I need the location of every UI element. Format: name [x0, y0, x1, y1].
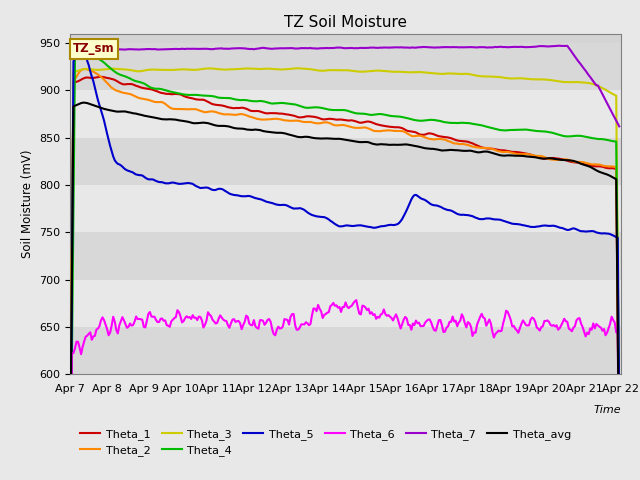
- Text: TZ_sm: TZ_sm: [73, 42, 115, 55]
- Bar: [70, 43, 621, 90]
- Bar: [70, 280, 621, 327]
- Title: TZ Soil Moisture: TZ Soil Moisture: [284, 15, 407, 30]
- Legend: Theta_1, Theta_2, Theta_3, Theta_4, Theta_5, Theta_6, Theta_7, Theta_avg: Theta_1, Theta_2, Theta_3, Theta_4, Thet…: [76, 424, 575, 460]
- Y-axis label: Soil Moisture (mV): Soil Moisture (mV): [21, 150, 34, 258]
- Bar: [70, 232, 621, 280]
- Bar: [70, 327, 621, 374]
- Bar: [70, 185, 621, 232]
- Bar: [70, 138, 621, 185]
- Bar: [70, 90, 621, 138]
- Text: Time: Time: [593, 405, 621, 415]
